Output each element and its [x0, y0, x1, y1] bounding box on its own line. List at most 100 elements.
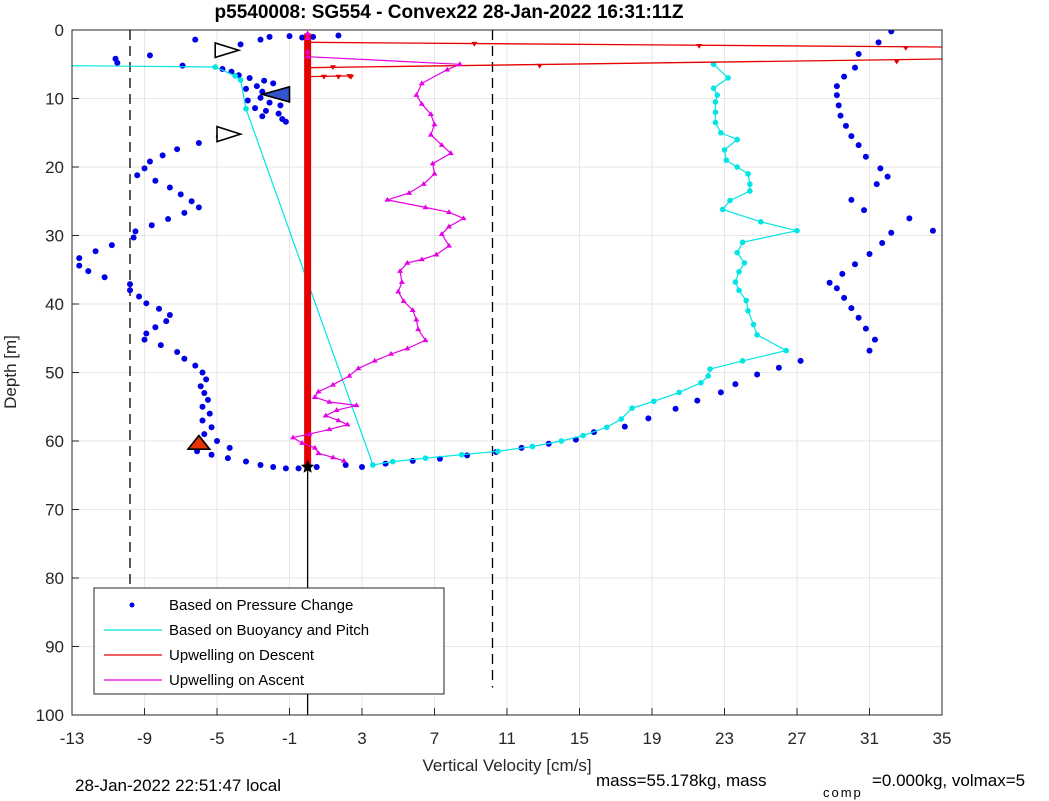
pressure-point	[146, 158, 153, 165]
pressure-point	[199, 417, 206, 424]
ascent-point	[304, 53, 311, 59]
ascent-point	[446, 242, 452, 248]
pressure-point	[866, 250, 873, 257]
ascent-point	[446, 209, 452, 215]
pressure-point	[143, 300, 150, 307]
buoyancy-point	[736, 287, 742, 294]
ascent-point	[355, 365, 362, 371]
pressure-point	[101, 274, 108, 281]
ascent-point	[330, 454, 336, 460]
pressure-point	[204, 396, 211, 403]
pressure-point	[76, 262, 83, 269]
series-1	[72, 61, 800, 468]
buoyancy-point	[727, 197, 733, 204]
pressure-point	[862, 325, 869, 332]
pressure-point	[166, 184, 173, 191]
pressure-point	[852, 64, 858, 71]
axis-ticks: -13 -9 -5 -1 3 7 11 15 19 23 27 31 35010203040506070…	[36, 21, 952, 748]
ascent-point	[290, 434, 297, 440]
buoyancy-line	[72, 63, 798, 466]
legend-label: Upwelling on Ascent	[169, 672, 305, 689]
y-tick-label: 60	[45, 432, 64, 451]
pressure-point	[199, 403, 206, 410]
pressure-point	[270, 464, 277, 471]
buoyancy-point	[745, 308, 751, 314]
pressure-point	[130, 234, 137, 241]
pressure-point	[197, 383, 204, 390]
ascent-point	[438, 231, 445, 236]
grid-lines	[71, 29, 943, 716]
pressure-point	[224, 455, 231, 462]
pressure-point	[156, 305, 162, 312]
buoyancy-point	[243, 105, 249, 112]
pressure-point	[206, 410, 213, 417]
ascent-point	[388, 351, 394, 356]
x-axis-label: Vertical Velocity [cm/s]	[422, 756, 591, 775]
buoyancy-point	[422, 455, 429, 461]
buoyancy-point	[712, 119, 719, 126]
pressure-point	[148, 222, 155, 229]
buoyancy-point	[698, 379, 704, 386]
pressure-point	[839, 270, 846, 277]
ascent-point	[446, 223, 452, 229]
descent-point	[320, 74, 327, 80]
pressure-point	[855, 50, 862, 57]
y-tick-label: 80	[45, 569, 64, 588]
ascent-point	[404, 345, 411, 351]
x-tick-label: 3	[357, 729, 366, 748]
pressure-point	[136, 293, 143, 300]
pressure-point	[141, 336, 148, 343]
pressure-point	[717, 389, 724, 396]
ascent-point	[444, 66, 451, 72]
ascent-point	[427, 111, 434, 117]
buoyancy-point	[370, 462, 376, 468]
pressure-point	[861, 207, 868, 214]
ascent-point	[422, 337, 429, 343]
descent-point	[330, 65, 336, 70]
pressure-point	[92, 248, 99, 255]
ascent-point	[304, 30, 311, 36]
series-clip-group	[72, 30, 942, 472]
surface-star-marker	[301, 460, 315, 473]
y-tick-label: 30	[45, 227, 64, 246]
chart-title: p5540008: SG554 - Convex22 28-Jan-2022 1…	[215, 2, 684, 23]
x-tick-label: 35	[933, 729, 952, 748]
legend-label: Based on Pressure Change	[169, 597, 353, 614]
pressure-point	[244, 97, 251, 104]
descent-point	[335, 74, 342, 80]
buoyancy-point	[732, 279, 739, 285]
pressure-point	[929, 227, 936, 234]
descent-point	[304, 67, 311, 73]
buoyancy-point	[618, 416, 624, 422]
buoyancy-point	[750, 321, 757, 328]
descent-point	[304, 165, 311, 170]
buoyancy-point	[710, 61, 717, 68]
ascent-point	[418, 256, 425, 262]
buoyancy-point	[734, 164, 740, 170]
pressure-point	[270, 80, 277, 87]
buoyancy-point	[712, 99, 719, 105]
ascent-point	[371, 357, 378, 363]
ascent-point	[429, 160, 436, 166]
pressure-point	[181, 355, 188, 362]
pressure-point	[243, 85, 249, 92]
buoyancy-point	[529, 443, 536, 450]
ascent-point	[420, 181, 427, 186]
climb-marker	[216, 125, 244, 143]
buoyancy-point	[719, 206, 726, 213]
x-tick-label: -9	[137, 729, 152, 748]
mass-text: mass=55.178kg, mass	[596, 771, 767, 790]
apogee-marker	[259, 85, 291, 103]
pressure-point	[875, 39, 882, 46]
pressure-point	[237, 41, 244, 48]
pressure-point	[732, 381, 739, 388]
glider-markers	[186, 41, 315, 473]
pressure-point	[855, 314, 862, 321]
ascent-point	[346, 372, 353, 378]
pressure-point	[165, 216, 172, 223]
ascent-point	[404, 259, 411, 265]
pressure-point	[201, 390, 208, 397]
ascent-point	[395, 288, 402, 294]
buoyancy-point	[739, 239, 746, 246]
pressure-point	[855, 142, 862, 149]
